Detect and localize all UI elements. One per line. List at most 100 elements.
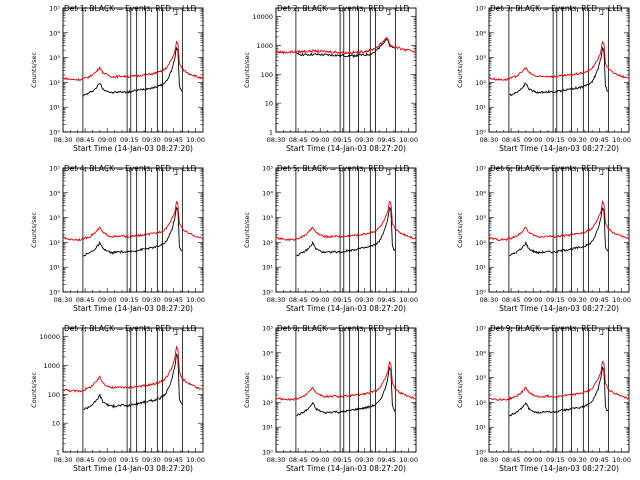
y-tick-label: 10² bbox=[475, 399, 486, 407]
detector-panel-8: Det 8: BLACK = Events, RED = LLD⅃ 08:30 08… bbox=[243, 324, 418, 473]
x-axis-label: Start Time (14-Jan-03 08:27:20) bbox=[286, 144, 406, 153]
y-tick-label: 10¹ bbox=[262, 264, 273, 272]
y-tick-label: 10⁰ bbox=[475, 449, 486, 457]
y-tick-label: 1000 bbox=[256, 42, 273, 50]
events-series-line bbox=[509, 46, 609, 97]
instrument-logo: ⅃ bbox=[386, 329, 391, 337]
x-tick-label: 08:45 bbox=[76, 136, 95, 144]
y-tick-label: 10⁰ bbox=[475, 129, 486, 137]
y-tick-label: 10³ bbox=[262, 214, 273, 222]
x-tick-label: 08:30 bbox=[54, 456, 73, 464]
y-axis-label: Counts/sec bbox=[456, 52, 464, 88]
y-axis-label: Counts/sec bbox=[243, 52, 251, 88]
y-tick-label: 10³ bbox=[475, 374, 486, 382]
y-tick-label: 10⁴ bbox=[475, 189, 486, 197]
y-tick-label: 10000 bbox=[39, 333, 60, 341]
x-tick-label: 08:45 bbox=[76, 296, 95, 304]
plot-frame bbox=[62, 167, 204, 293]
panel-title: Det 3: BLACK = Events, RED = LLD bbox=[490, 4, 622, 13]
x-tick-label: 09:45 bbox=[590, 456, 609, 464]
x-tick-label: 09:15 bbox=[333, 296, 352, 304]
y-tick-label: 10⁵ bbox=[49, 5, 60, 13]
x-tick-label: 09:45 bbox=[377, 296, 396, 304]
events-series-line bbox=[509, 366, 609, 417]
x-tick-label: 08:45 bbox=[502, 296, 521, 304]
x-axis-label: Start Time (14-Jan-03 08:27:20) bbox=[499, 464, 619, 473]
x-tick-label: 09:30 bbox=[568, 456, 587, 464]
x-tick-label: 09:45 bbox=[377, 456, 396, 464]
panel-title: Det 6: BLACK = Events, RED = LLD bbox=[490, 164, 622, 173]
detector-panel-6: Det 6: BLACK = Events, RED = LLD⅃ 08:30 08… bbox=[456, 164, 631, 313]
x-tick-label: 08:30 bbox=[480, 136, 499, 144]
detector-panel-1: Det 1: BLACK = Events, RED = LLD⅃ 08:30 08… bbox=[30, 4, 205, 153]
panel-title: Det 2: BLACK = Events, RED = LLD bbox=[277, 4, 409, 13]
x-tick-label: 08:30 bbox=[267, 136, 286, 144]
x-tick-label: 09:30 bbox=[355, 456, 374, 464]
y-tick-label: 100 bbox=[261, 71, 273, 79]
lld-series-line bbox=[488, 40, 630, 82]
y-tick-label: 10⁵ bbox=[475, 5, 486, 13]
y-tick-label: 1 bbox=[56, 449, 60, 457]
y-tick-label: 10² bbox=[475, 239, 486, 247]
y-tick-label: 10⁵ bbox=[475, 165, 486, 173]
x-tick-label: 09:00 bbox=[524, 296, 543, 304]
x-tick-label: 10:00 bbox=[612, 136, 631, 144]
events-series-line bbox=[509, 207, 609, 257]
x-tick-label: 08:30 bbox=[267, 296, 286, 304]
y-tick-label: 10⁰ bbox=[49, 289, 60, 297]
y-tick-label: 10⁵ bbox=[262, 325, 273, 333]
y-tick-label: 10 bbox=[265, 100, 273, 108]
x-axis-label: Start Time (14-Jan-03 08:27:20) bbox=[286, 464, 406, 473]
lld-series-line bbox=[275, 37, 417, 55]
y-axis-label: Counts/sec bbox=[30, 212, 38, 248]
x-tick-label: 08:45 bbox=[76, 456, 95, 464]
instrument-logo: ⅃ bbox=[386, 9, 391, 17]
x-tick-label: 09:15 bbox=[120, 456, 139, 464]
x-tick-label: 08:30 bbox=[267, 456, 286, 464]
instrument-logo: ⅃ bbox=[173, 9, 178, 17]
events-series-line bbox=[296, 38, 396, 58]
x-tick-label: 09:30 bbox=[142, 296, 161, 304]
y-tick-label: 10⁰ bbox=[262, 449, 273, 457]
panel-title: Det 7: BLACK = Events, RED = LLD bbox=[64, 324, 196, 333]
detector-panel-9: Det 9: BLACK = Events, RED = LLD⅃ 08:30 08… bbox=[456, 324, 631, 473]
x-tick-label: 08:45 bbox=[502, 456, 521, 464]
y-axis-label: Counts/sec bbox=[243, 212, 251, 248]
y-tick-label: 10² bbox=[49, 79, 60, 87]
x-tick-label: 09:15 bbox=[333, 136, 352, 144]
x-tick-label: 08:30 bbox=[480, 296, 499, 304]
y-tick-label: 10¹ bbox=[49, 104, 60, 112]
panel-title: Det 4: BLACK = Events, RED = LLD bbox=[64, 164, 196, 173]
y-tick-label: 10⁵ bbox=[49, 165, 60, 173]
instrument-logo: ⅃ bbox=[599, 169, 604, 177]
y-axis-label: Counts/sec bbox=[456, 372, 464, 408]
x-tick-label: 09:45 bbox=[164, 296, 183, 304]
y-tick-label: 10⁴ bbox=[475, 29, 486, 37]
x-tick-label: 08:45 bbox=[502, 136, 521, 144]
x-tick-label: 10:00 bbox=[186, 136, 205, 144]
y-tick-label: 10¹ bbox=[475, 424, 486, 432]
x-tick-label: 10:00 bbox=[612, 456, 631, 464]
x-tick-label: 09:30 bbox=[355, 136, 374, 144]
y-tick-label: 10⁴ bbox=[49, 29, 60, 37]
x-tick-label: 09:30 bbox=[142, 456, 161, 464]
detector-panel-2: Det 2: BLACK = Events, RED = LLD⅃ 08:30 08… bbox=[243, 4, 418, 153]
x-tick-label: 09:15 bbox=[546, 136, 565, 144]
y-tick-label: 1 bbox=[269, 129, 273, 137]
detector-panel-7: Det 7: BLACK = Events, RED = LLD⅃ 08:30 08… bbox=[30, 324, 205, 473]
y-tick-label: 10⁴ bbox=[262, 349, 273, 357]
y-tick-label: 10 bbox=[52, 420, 60, 428]
y-tick-label: 10³ bbox=[49, 54, 60, 62]
y-tick-label: 10⁰ bbox=[49, 129, 60, 137]
x-tick-label: 09:30 bbox=[142, 136, 161, 144]
x-tick-label: 09:45 bbox=[590, 296, 609, 304]
x-tick-label: 08:30 bbox=[480, 456, 499, 464]
lld-series-line bbox=[488, 360, 630, 402]
y-tick-label: 10⁵ bbox=[475, 325, 486, 333]
x-tick-label: 09:45 bbox=[164, 456, 183, 464]
instrument-logo: ⅃ bbox=[599, 329, 604, 337]
instrument-logo: ⅃ bbox=[386, 169, 391, 177]
x-tick-label: 09:00 bbox=[98, 136, 117, 144]
y-tick-label: 10² bbox=[262, 399, 273, 407]
